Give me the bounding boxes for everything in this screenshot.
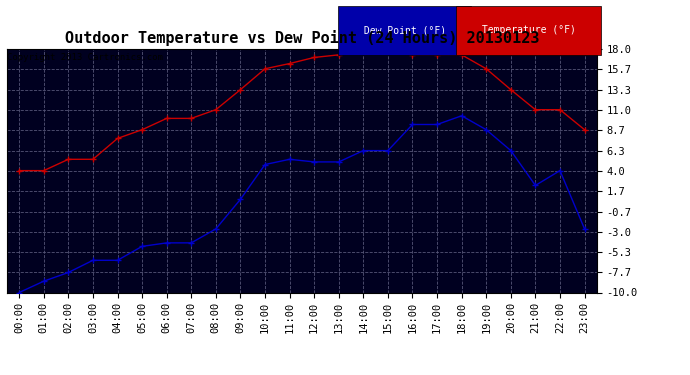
- Text: Temperature (°F): Temperature (°F): [476, 26, 582, 35]
- Title: Outdoor Temperature vs Dew Point (24 Hours) 20130123: Outdoor Temperature vs Dew Point (24 Hou…: [65, 30, 539, 46]
- Text: Dew Point (°F): Dew Point (°F): [358, 26, 452, 35]
- Text: Copyright 2013 Cartronics.com: Copyright 2013 Cartronics.com: [7, 53, 163, 62]
